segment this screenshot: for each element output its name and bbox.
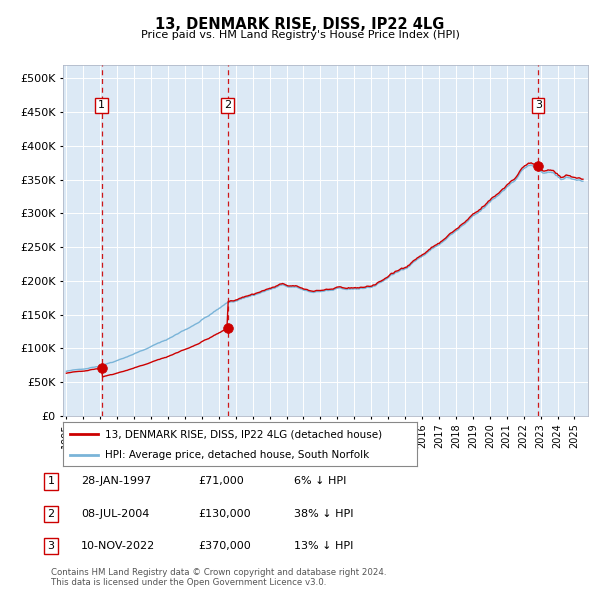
Text: £71,000: £71,000 (198, 477, 244, 486)
Text: 28-JAN-1997: 28-JAN-1997 (81, 477, 151, 486)
Text: Price paid vs. HM Land Registry's House Price Index (HPI): Price paid vs. HM Land Registry's House … (140, 30, 460, 40)
Text: 2: 2 (224, 100, 231, 110)
Text: HPI: Average price, detached house, South Norfolk: HPI: Average price, detached house, Sout… (106, 450, 370, 460)
Text: 13% ↓ HPI: 13% ↓ HPI (294, 542, 353, 551)
Text: 1: 1 (47, 477, 55, 486)
Text: 10-NOV-2022: 10-NOV-2022 (81, 542, 155, 551)
Text: 1: 1 (98, 100, 105, 110)
Text: £370,000: £370,000 (198, 542, 251, 551)
Text: 3: 3 (535, 100, 542, 110)
Text: 13, DENMARK RISE, DISS, IP22 4LG: 13, DENMARK RISE, DISS, IP22 4LG (155, 17, 445, 31)
Text: 13, DENMARK RISE, DISS, IP22 4LG (detached house): 13, DENMARK RISE, DISS, IP22 4LG (detach… (106, 430, 383, 439)
Text: 2: 2 (47, 509, 55, 519)
Text: 08-JUL-2004: 08-JUL-2004 (81, 509, 149, 519)
Text: 3: 3 (47, 542, 55, 551)
Text: £130,000: £130,000 (198, 509, 251, 519)
Text: Contains HM Land Registry data © Crown copyright and database right 2024.
This d: Contains HM Land Registry data © Crown c… (51, 568, 386, 587)
Text: 38% ↓ HPI: 38% ↓ HPI (294, 509, 353, 519)
Text: 6% ↓ HPI: 6% ↓ HPI (294, 477, 346, 486)
